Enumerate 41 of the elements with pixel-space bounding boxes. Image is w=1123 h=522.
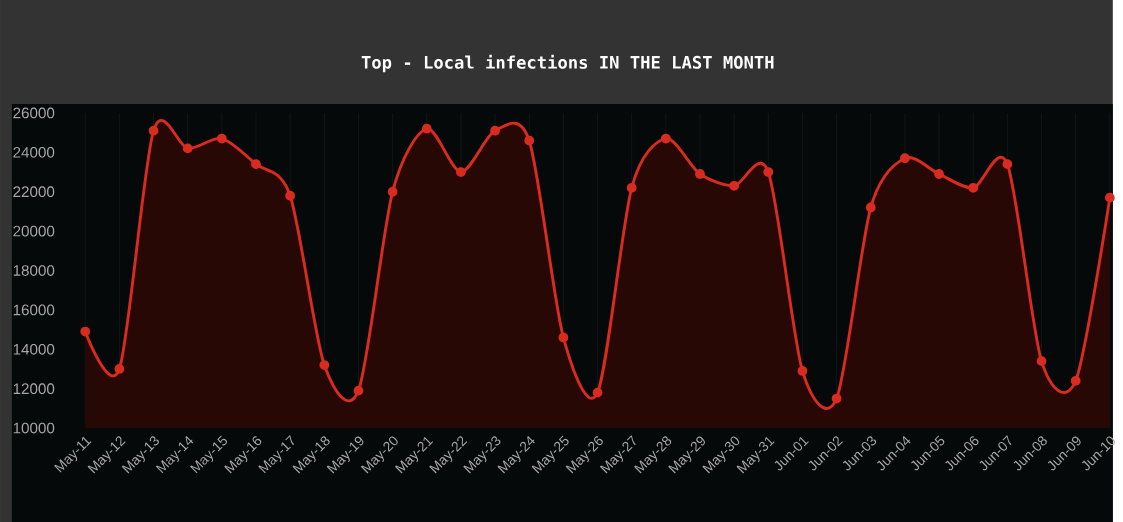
point	[558, 332, 569, 343]
point	[421, 123, 432, 134]
point	[865, 202, 876, 213]
point	[490, 125, 500, 136]
y-tick-label: 22000	[13, 186, 55, 198]
point	[968, 182, 979, 193]
point	[797, 365, 808, 376]
y-tick-label: 10000	[13, 422, 55, 434]
point	[1002, 159, 1013, 169]
point	[182, 143, 193, 154]
point	[319, 360, 330, 370]
point	[114, 364, 125, 374]
y-tick-label: 20000	[13, 225, 55, 237]
point	[148, 125, 159, 136]
point	[524, 135, 535, 146]
point	[1036, 356, 1047, 366]
point	[80, 326, 91, 337]
point	[387, 186, 398, 197]
point	[216, 133, 227, 144]
point	[934, 169, 944, 179]
point	[660, 133, 671, 144]
point	[1070, 375, 1081, 386]
y-tick-label: 14000	[13, 343, 55, 355]
point	[695, 169, 705, 179]
y-tick-label: 24000	[13, 146, 55, 158]
y-tick-label: 26000	[13, 107, 55, 119]
point	[251, 159, 261, 169]
point	[353, 385, 364, 396]
y-tick-label: 16000	[13, 304, 55, 316]
y-tick-label: 18000	[13, 265, 55, 276]
point	[1104, 192, 1115, 203]
point	[900, 153, 910, 164]
point	[456, 167, 466, 177]
point	[626, 182, 637, 193]
point	[285, 190, 296, 201]
y-tick-label: 12000	[13, 383, 55, 394]
point	[729, 180, 740, 191]
point	[831, 393, 842, 404]
point	[763, 167, 774, 177]
chart-title: Top - Local infections IN THE LAST MONTH	[361, 54, 774, 73]
point	[592, 387, 603, 398]
